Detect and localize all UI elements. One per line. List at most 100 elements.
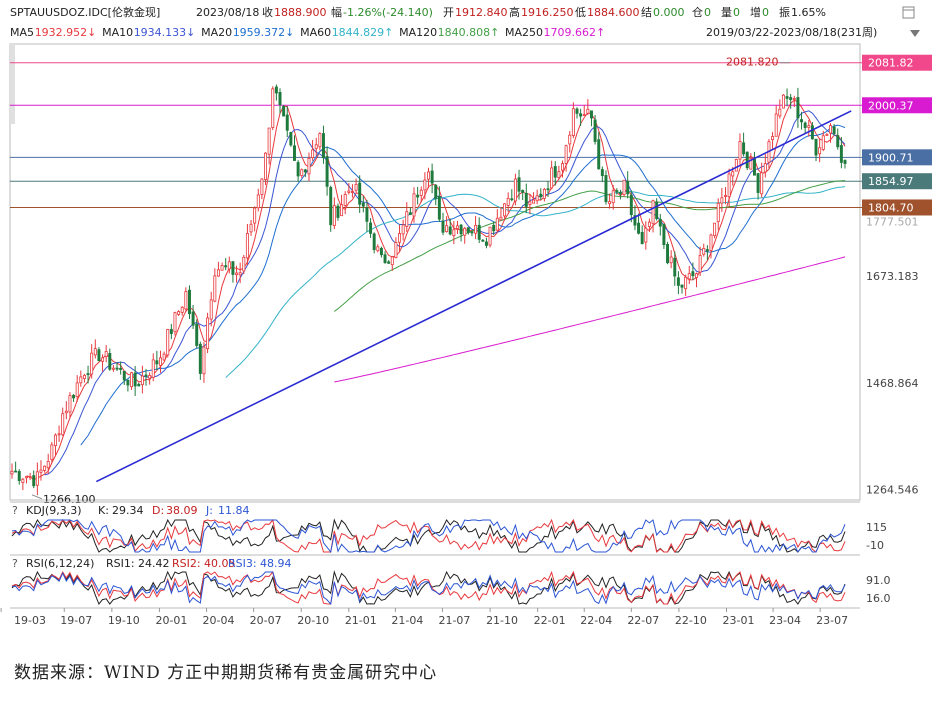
- rsi1-label: RSI1:: [106, 557, 135, 570]
- level-label: 1804.70: [868, 201, 914, 214]
- candle: [177, 310, 181, 316]
- candle-body: [245, 233, 249, 259]
- candle: [470, 230, 474, 237]
- candle-body: [427, 171, 430, 180]
- candle-body: [557, 171, 561, 178]
- candle: [169, 323, 173, 340]
- candle-body: [503, 203, 507, 217]
- amp-label: 振: [779, 5, 790, 19]
- candle-body: [419, 189, 423, 196]
- candle-body: [202, 346, 206, 375]
- candle: [517, 169, 521, 200]
- candle-body: [622, 179, 626, 195]
- candle: [618, 189, 622, 200]
- candle-body: [358, 182, 362, 205]
- candle: [64, 401, 68, 420]
- candle-body: [311, 149, 315, 158]
- candle: [115, 362, 119, 371]
- candle: [582, 104, 586, 117]
- dropdown-icon[interactable]: [910, 30, 920, 37]
- candle: [119, 361, 123, 375]
- candle-body: [321, 133, 325, 159]
- candle-body: [206, 317, 210, 350]
- high-value: 1916.250: [521, 6, 574, 19]
- candle: [774, 105, 778, 137]
- candle: [427, 167, 430, 189]
- candle: [839, 137, 843, 169]
- candle: [231, 261, 235, 283]
- candle-body: [242, 256, 246, 272]
- candle: [336, 203, 340, 221]
- candle: [528, 194, 532, 215]
- candle: [829, 123, 832, 143]
- candle-body: [224, 265, 228, 268]
- candle-body: [698, 255, 702, 273]
- candle: [589, 110, 593, 127]
- candle: [293, 135, 296, 161]
- candle: [307, 152, 311, 182]
- candle-body: [253, 207, 257, 224]
- candle-body: [278, 92, 282, 106]
- x-tick-label: 23-07: [816, 614, 848, 627]
- candle: [278, 88, 282, 114]
- kdj-d-value: 38.09: [166, 504, 198, 517]
- candle-body: [611, 190, 615, 204]
- candle-body: [651, 200, 655, 224]
- candle-body: [666, 244, 670, 264]
- panel-scroll-handle[interactable]: [10, 44, 15, 124]
- candle: [383, 251, 387, 264]
- window-icon[interactable]: [902, 6, 915, 19]
- candle-body: [64, 410, 68, 414]
- candle-body: [303, 169, 307, 173]
- candle-body: [155, 360, 159, 365]
- candle: [716, 198, 720, 231]
- candle-body: [843, 160, 847, 164]
- candle: [575, 107, 579, 119]
- candle: [195, 319, 199, 349]
- candle: [488, 226, 492, 248]
- candle-body: [79, 376, 83, 384]
- y-tick-label-partial: 1777.501: [866, 216, 919, 229]
- candle: [495, 209, 499, 233]
- candle-body: [738, 141, 742, 160]
- candle-body: [455, 225, 459, 229]
- candle: [267, 127, 271, 165]
- candle-body: [379, 247, 383, 256]
- candle: [691, 262, 695, 281]
- candle: [579, 108, 583, 126]
- candle-body: [535, 195, 539, 202]
- candle-body: [340, 204, 344, 217]
- candle-body: [629, 194, 633, 216]
- rsi1-value: 24.42: [138, 557, 170, 570]
- candle-body: [325, 156, 329, 187]
- candle-body: [604, 175, 608, 203]
- candle: [90, 344, 94, 379]
- candle-body: [35, 471, 39, 486]
- candle-body: [593, 119, 597, 142]
- candle: [608, 193, 612, 209]
- candle: [789, 93, 793, 109]
- ma-name: MA5: [10, 26, 34, 39]
- candle: [350, 184, 354, 198]
- candle: [709, 233, 713, 259]
- x-tick-label: 21-01: [345, 614, 377, 627]
- candle: [738, 133, 742, 166]
- candle-body: [724, 195, 727, 197]
- candle-body: [32, 475, 36, 487]
- candle: [79, 370, 83, 387]
- ma-value: 1840.808↑: [438, 26, 500, 39]
- candle: [390, 255, 394, 271]
- kdj-line-1: [11, 518, 846, 553]
- ma20-line: [80, 124, 846, 446]
- candle: [568, 130, 572, 153]
- candle-body: [119, 367, 123, 370]
- candle-body: [43, 465, 47, 471]
- candle-body: [394, 242, 398, 259]
- rsi-line-1: [11, 570, 846, 605]
- candle-body: [166, 329, 170, 356]
- candle: [159, 350, 162, 373]
- candle: [832, 123, 836, 136]
- candle-body: [53, 434, 57, 447]
- candle-body: [72, 394, 76, 399]
- candle-body: [608, 201, 612, 204]
